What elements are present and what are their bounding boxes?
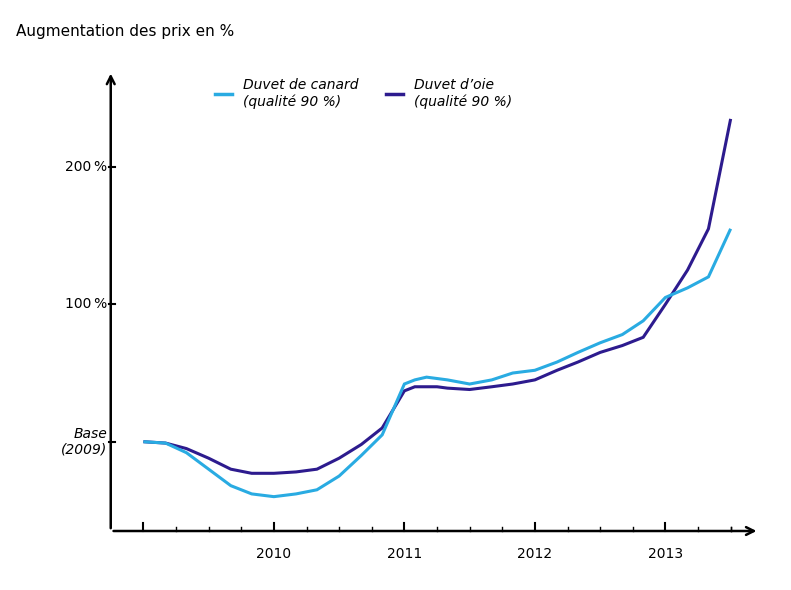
Text: 2012: 2012 xyxy=(517,548,552,562)
Text: 100 %: 100 % xyxy=(65,297,108,312)
Text: Augmentation des prix en %: Augmentation des prix en % xyxy=(16,24,234,38)
Text: 200 %: 200 % xyxy=(66,160,108,174)
Legend: Duvet de canard
(qualité 90 %), Duvet d’oie
(qualité 90 %): Duvet de canard (qualité 90 %), Duvet d’… xyxy=(215,78,512,109)
Text: 2010: 2010 xyxy=(256,548,291,562)
Text: Base
(2009): Base (2009) xyxy=(61,427,108,457)
Text: 2011: 2011 xyxy=(387,548,422,562)
Text: 2013: 2013 xyxy=(648,548,683,562)
